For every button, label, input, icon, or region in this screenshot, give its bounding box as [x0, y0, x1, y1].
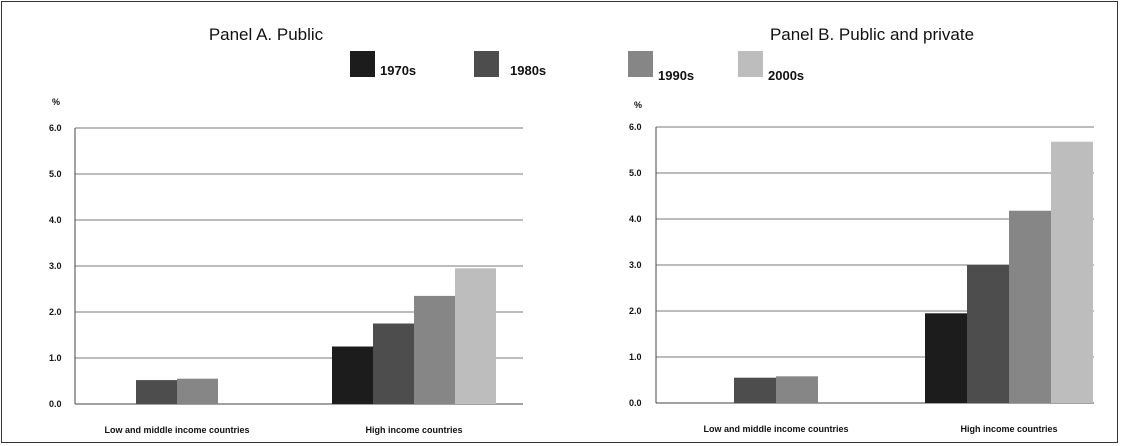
panel-b-title: Panel B. Public and private	[770, 25, 974, 44]
panel-a-bar-1990s-low-middle	[177, 378, 218, 404]
panel-b-y-tick-label: 2.0	[629, 306, 642, 316]
legend-label-1970s: 1970s	[380, 63, 416, 78]
panel-b-y-unit-label: %	[634, 100, 642, 110]
panel-a-category-label: High income countries	[365, 425, 462, 435]
legend-swatch-1990s	[628, 51, 653, 77]
legend-swatch-1980s	[474, 51, 499, 77]
panel-b-y-tick-label: 5.0	[629, 168, 642, 178]
panel-b-y-tick-label: 3.0	[629, 260, 642, 270]
panel-a-bar-2000s-high	[455, 268, 496, 404]
panel-b-y-tick-label: 4.0	[629, 214, 642, 224]
panel-a-chart: % 0.0 1.0 2.0 3.0 4.0 5.0 6.0 Low and middle inc…	[49, 97, 523, 435]
panel-b-chart: % 0.0 1.0 2.0 3.0 4.0 5.0 6.0 Low and middle inc…	[629, 100, 1094, 434]
panel-a-y-tick-label: 6.0	[49, 123, 62, 133]
legend-label-1980s: 1980s	[510, 63, 546, 78]
panel-a-title: Panel A. Public	[209, 25, 324, 44]
panel-a-bar-1980s-low-middle	[136, 380, 177, 404]
panel-b-bar-1980s-high	[967, 265, 1009, 403]
legend-label-1990s: 1990s	[658, 68, 694, 83]
panel-b-bar-1990s-high	[1009, 210, 1051, 403]
panel-b-bar-2000s-high	[1051, 141, 1093, 403]
panel-a-bar-1970s-high	[332, 346, 373, 404]
panel-a-bar-1980s-high	[373, 323, 414, 404]
panel-a-y-tick-label: 5.0	[49, 169, 62, 179]
panel-a-category-label: Low and middle income countries	[104, 425, 249, 435]
panel-b-bar-1970s-high	[925, 313, 967, 403]
panel-b-y-tick-label: 6.0	[629, 122, 642, 132]
panel-a-y-tick-label: 0.0	[49, 399, 62, 409]
panel-a-y-tick-label: 2.0	[49, 307, 62, 317]
legend-swatch-1970s	[350, 51, 375, 77]
panel-b-y-tick-label: 0.0	[629, 398, 642, 408]
panel-b-bar-1990s-low-middle	[776, 376, 818, 403]
panel-a-y-tick-label: 3.0	[49, 261, 62, 271]
panel-b-category-label: Low and middle income countries	[703, 424, 848, 434]
panel-a-y-tick-label: 1.0	[49, 353, 62, 363]
legend-label-2000s: 2000s	[768, 68, 804, 83]
panel-b-category-label: High income countries	[960, 424, 1057, 434]
panel-a-bar-1990s-high	[414, 295, 455, 404]
panel-b-y-tick-label: 1.0	[629, 352, 642, 362]
legend: 1970s 1980s 1990s 2000s	[350, 51, 804, 83]
legend-swatch-2000s	[738, 51, 763, 77]
panel-b-bar-1980s-low-middle	[734, 377, 776, 403]
panel-a-y-unit-label: %	[52, 97, 60, 107]
panel-a-y-tick-label: 4.0	[49, 215, 62, 225]
